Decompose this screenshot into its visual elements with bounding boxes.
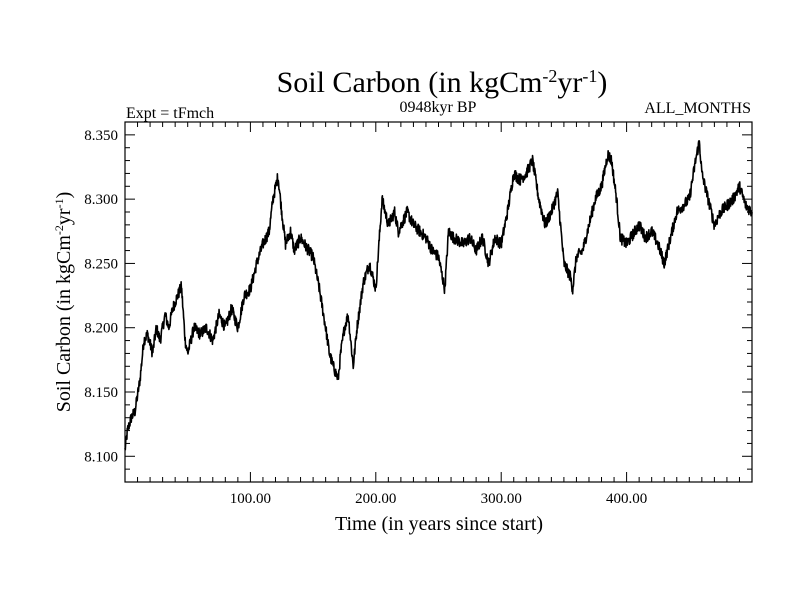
y-tick-label: 8.200 xyxy=(84,321,118,337)
ylabel-exp2: -1 xyxy=(52,198,66,208)
series-layer xyxy=(124,140,753,451)
tick-labels-layer: 100.00 200.00 300.00 400.00 8.100 8.150 8.200 8… xyxy=(84,128,647,507)
months-label: ALL_MONTHS xyxy=(644,100,751,117)
y-tick-label: 8.100 xyxy=(84,449,118,465)
title-exp2: -1 xyxy=(582,66,597,86)
title-main: Soil Carbon (in kgCm xyxy=(277,66,543,99)
y-tick-label: 8.300 xyxy=(84,192,118,208)
ylabel-exp1: -2 xyxy=(52,225,66,235)
y-tick-label: 8.350 xyxy=(84,128,118,144)
x-tick-label: 300.00 xyxy=(481,491,522,507)
title-exp1: -2 xyxy=(542,66,557,86)
x-axis-label: Time (in years since start) xyxy=(335,513,543,535)
ylabel-end: ) xyxy=(53,192,75,199)
period-label: 0948kyr BP xyxy=(400,99,477,116)
expt-label: Expt = tFmch xyxy=(126,105,214,122)
title-mid: yr xyxy=(557,66,582,99)
y-axis-label: Soil Carbon (in kgCm-2yr-1) xyxy=(52,192,75,413)
x-tick-label: 200.00 xyxy=(355,491,396,507)
x-tick-label: 400.00 xyxy=(606,491,647,507)
y-tick-label: 8.250 xyxy=(84,256,118,272)
ylabel-mid: yr xyxy=(53,208,75,225)
x-tick-label: 100.00 xyxy=(230,491,271,507)
plot-frame xyxy=(124,121,753,483)
title-end: ) xyxy=(597,66,607,99)
ticks-layer xyxy=(125,122,752,482)
series-line xyxy=(124,140,753,451)
chart-title: Soil Carbon (in kgCm-2yr-1) xyxy=(277,66,608,99)
ylabel-main: Soil Carbon (in kgCm xyxy=(53,235,75,413)
y-tick-label: 8.150 xyxy=(84,385,118,401)
